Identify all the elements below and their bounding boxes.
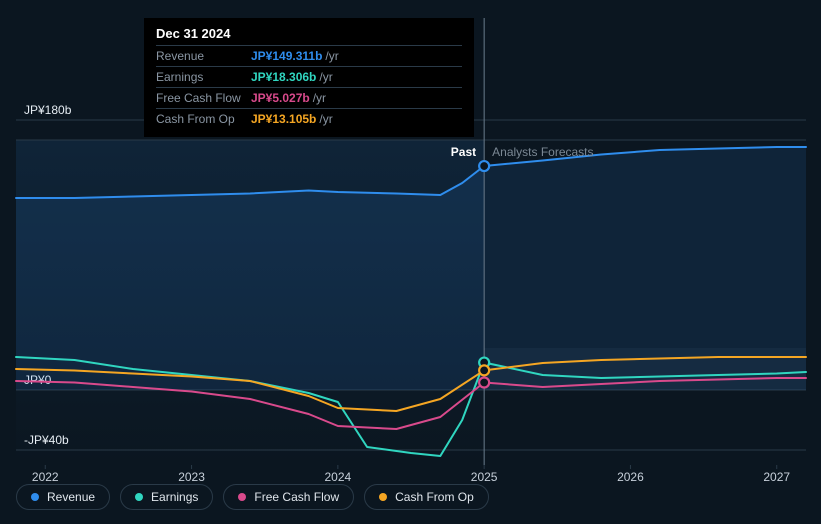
y-axis-label: JP¥180b [24,103,72,117]
x-axis-year: 2023 [178,470,205,484]
x-axis-year: 2027 [763,470,790,484]
legend-item-free-cash-flow[interactable]: Free Cash Flow [223,484,354,510]
forecast-label: Analysts Forecasts [492,145,593,159]
legend-dot [379,493,387,501]
chart-tooltip: Dec 31 2024 RevenueJP¥149.311b/yrEarning… [144,18,474,137]
tooltip-row: RevenueJP¥149.311b/yr [156,45,462,66]
legend-dot [31,493,39,501]
tooltip-row-value: JP¥18.306b [251,70,316,84]
financials-chart: JP¥180bJP¥0-JP¥40b2022202320242025202620… [0,0,821,524]
y-axis-label: -JP¥40b [24,433,69,447]
tooltip-row-label: Free Cash Flow [156,91,251,105]
legend-dot [238,493,246,501]
past-label: Past [451,145,476,159]
tooltip-row-unit: /yr [319,70,332,84]
tooltip-row-label: Cash From Op [156,112,251,126]
legend-item-revenue[interactable]: Revenue [16,484,110,510]
tooltip-row-unit: /yr [325,49,338,63]
tooltip-row: Free Cash FlowJP¥5.027b/yr [156,87,462,108]
tooltip-row-unit: /yr [319,112,332,126]
tooltip-row: EarningsJP¥18.306b/yr [156,66,462,87]
tooltip-row-label: Revenue [156,49,251,63]
legend-label: Free Cash Flow [254,490,339,504]
legend-label: Cash From Op [395,490,474,504]
legend-item-cash-from-op[interactable]: Cash From Op [364,484,489,510]
tooltip-row-label: Earnings [156,70,251,84]
legend-dot [135,493,143,501]
tooltip-row-unit: /yr [313,91,326,105]
legend-item-earnings[interactable]: Earnings [120,484,213,510]
tooltip-date: Dec 31 2024 [156,26,462,41]
x-axis-year: 2024 [325,470,352,484]
tooltip-row-value: JP¥13.105b [251,112,316,126]
legend-label: Earnings [151,490,198,504]
x-axis-year: 2022 [32,470,59,484]
x-axis-year: 2026 [617,470,644,484]
legend-label: Revenue [47,490,95,504]
chart-legend: Revenue Earnings Free Cash Flow Cash From O… [16,484,489,510]
tooltip-row: Cash From OpJP¥13.105b/yr [156,108,462,129]
tooltip-row-value: JP¥5.027b [251,91,310,105]
x-axis-year: 2025 [471,470,498,484]
tooltip-row-value: JP¥149.311b [251,49,322,63]
